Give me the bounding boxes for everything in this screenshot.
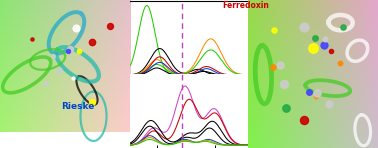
Text: Ferredoxin: Ferredoxin — [222, 1, 269, 10]
Text: Rieske: Rieske — [62, 102, 95, 111]
